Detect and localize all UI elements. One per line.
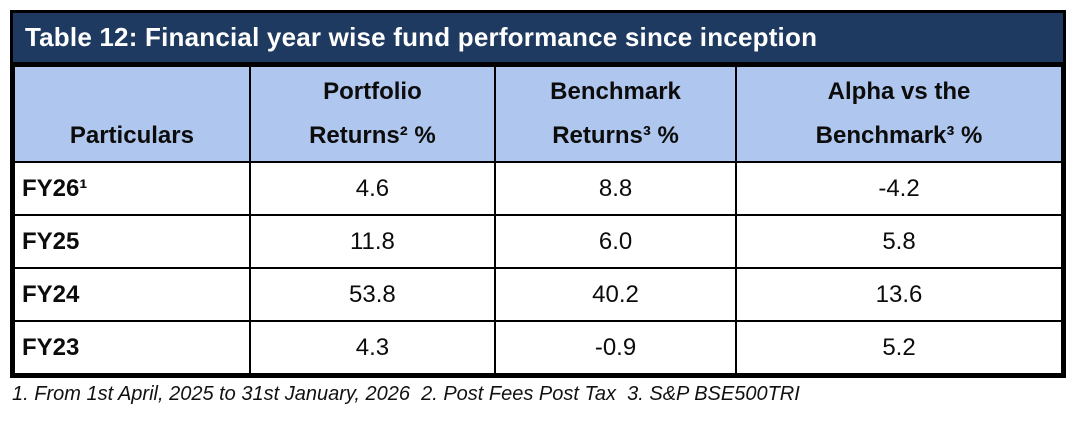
benchmark-returns-cell: 8.8 — [494, 161, 738, 216]
row-label: FY23 — [13, 320, 251, 375]
portfolio-returns-cell: 4.6 — [248, 161, 497, 216]
page: Table 12: Financial year wise fund perfo… — [10, 10, 1066, 405]
header-line-top: Alpha vs the — [827, 78, 971, 105]
benchmark-returns-cell: 6.0 — [494, 214, 738, 269]
header-line-top — [19, 70, 245, 114]
header-line-bottom: Returns² % — [309, 122, 436, 149]
header-line-top: Portfolio — [323, 78, 422, 105]
table-row-fy25: FY25 11.8 6.0 5.8 — [13, 214, 1063, 269]
header-line-bottom: Returns³ % — [552, 122, 679, 149]
col-header-particulars: Particulars — [13, 65, 251, 163]
table-title: Table 12: Financial year wise fund perfo… — [25, 22, 818, 52]
row-label: FY25 — [13, 214, 251, 269]
alpha-cell: 5.2 — [735, 320, 1063, 375]
header-line-bottom: Particulars — [69, 122, 194, 149]
alpha-cell: 13.6 — [735, 267, 1063, 322]
col-header-portfolio-returns: Portfolio Returns² % — [248, 65, 497, 163]
row-label: FY24 — [13, 267, 251, 322]
benchmark-returns-cell: -0.9 — [494, 320, 738, 375]
portfolio-returns-cell: 4.3 — [248, 320, 497, 375]
table-row-fy26: FY26¹ 4.6 8.8 -4.2 — [13, 161, 1063, 216]
benchmark-returns-cell: 40.2 — [494, 267, 738, 322]
alpha-cell: -4.2 — [735, 161, 1063, 216]
col-header-alpha-vs-benchmark: Alpha vs the Benchmark³ % — [735, 65, 1063, 163]
header-line-bottom: Benchmark³ % — [815, 122, 983, 149]
alpha-cell: 5.8 — [735, 214, 1063, 269]
fund-performance-table: Table 12: Financial year wise fund perfo… — [10, 10, 1066, 378]
table-row-fy23: FY23 4.3 -0.9 5.2 — [13, 320, 1063, 375]
row-label: FY26¹ — [13, 161, 251, 216]
performance-table: Particulars Portfolio Returns² % Benchma… — [13, 65, 1063, 375]
header-line-top: Benchmark — [550, 78, 681, 105]
table-title-bar: Table 12: Financial year wise fund perfo… — [13, 13, 1063, 65]
col-header-benchmark-returns: Benchmark Returns³ % — [494, 65, 738, 163]
portfolio-returns-cell: 53.8 — [248, 267, 497, 322]
table-row-fy24: FY24 53.8 40.2 13.6 — [13, 267, 1063, 322]
header-row: Particulars Portfolio Returns² % Benchma… — [13, 65, 1063, 163]
footnote: 1. From 1st April, 2025 to 31st January,… — [12, 383, 800, 405]
portfolio-returns-cell: 11.8 — [248, 214, 497, 269]
